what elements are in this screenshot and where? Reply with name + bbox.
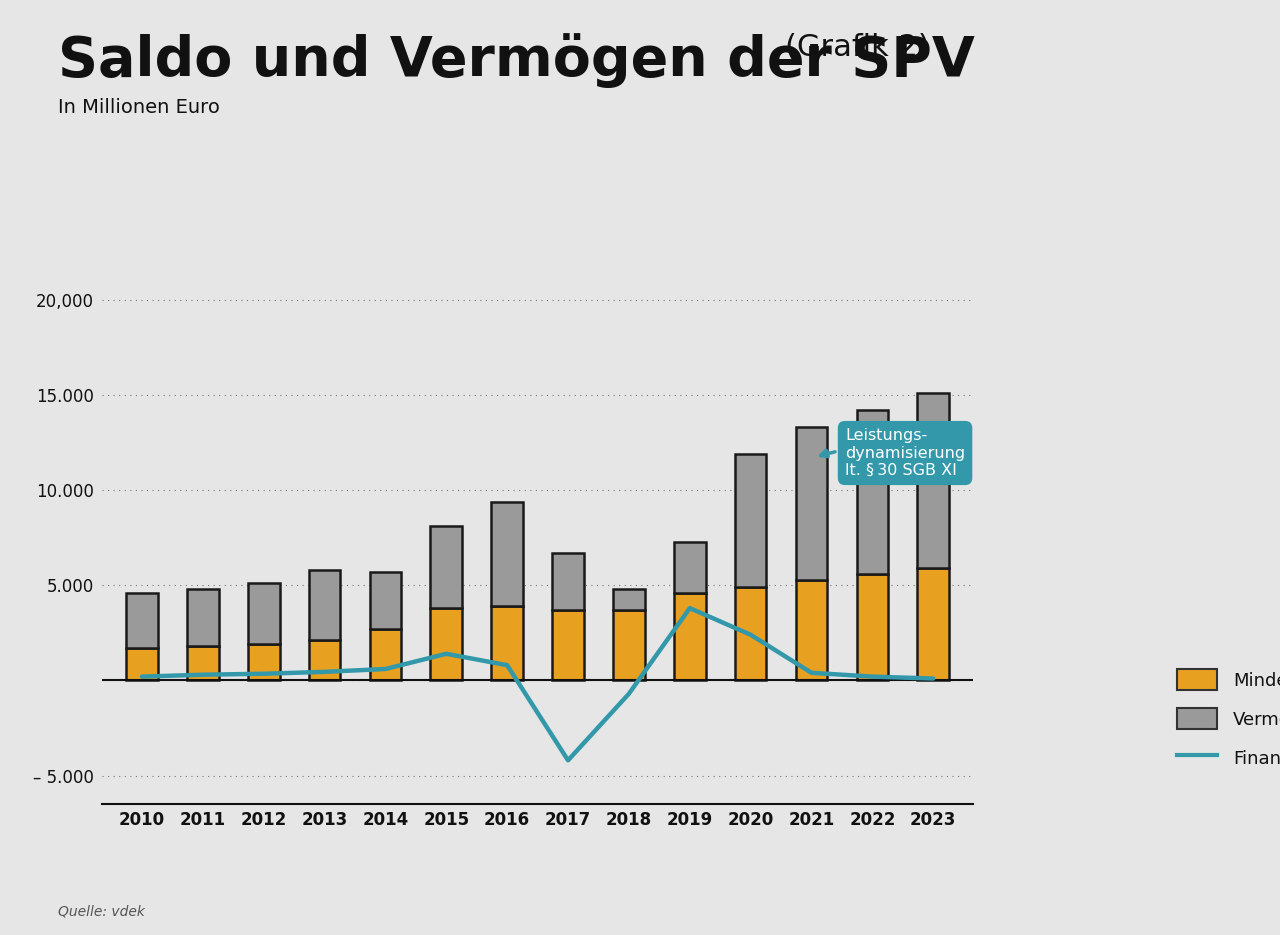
Bar: [370, 572, 401, 629]
Bar: [675, 541, 705, 593]
Bar: [248, 644, 279, 681]
Bar: [735, 587, 767, 681]
Bar: [796, 580, 827, 681]
Bar: [492, 606, 524, 681]
Bar: [856, 574, 888, 681]
Bar: [613, 610, 645, 681]
Text: Leistungs-
dynamisierung
lt. § 30 SGB XI: Leistungs- dynamisierung lt. § 30 SGB XI: [820, 428, 965, 478]
Bar: [552, 610, 584, 681]
Text: Quelle: vdek: Quelle: vdek: [58, 904, 145, 918]
Bar: [552, 553, 584, 610]
Legend: Mindestrücklage, Vermögen, Finanzsaldo: Mindestrücklage, Vermögen, Finanzsaldo: [1176, 669, 1280, 768]
Text: (Grafik 2): (Grafik 2): [785, 33, 929, 62]
Text: Saldo und Vermögen der SPV: Saldo und Vermögen der SPV: [58, 33, 974, 88]
Bar: [248, 583, 279, 644]
Bar: [308, 640, 340, 681]
Text: In Millionen Euro: In Millionen Euro: [58, 98, 219, 117]
Bar: [675, 593, 705, 681]
Bar: [430, 526, 462, 608]
Bar: [187, 589, 219, 646]
Bar: [613, 589, 645, 610]
Bar: [370, 629, 401, 681]
Bar: [856, 410, 888, 574]
Bar: [127, 648, 157, 681]
Bar: [918, 568, 948, 681]
Bar: [735, 454, 767, 587]
Bar: [918, 393, 948, 568]
Bar: [796, 427, 827, 580]
Bar: [492, 501, 524, 606]
Bar: [308, 570, 340, 640]
Bar: [187, 646, 219, 681]
Bar: [430, 608, 462, 681]
Bar: [127, 593, 157, 648]
